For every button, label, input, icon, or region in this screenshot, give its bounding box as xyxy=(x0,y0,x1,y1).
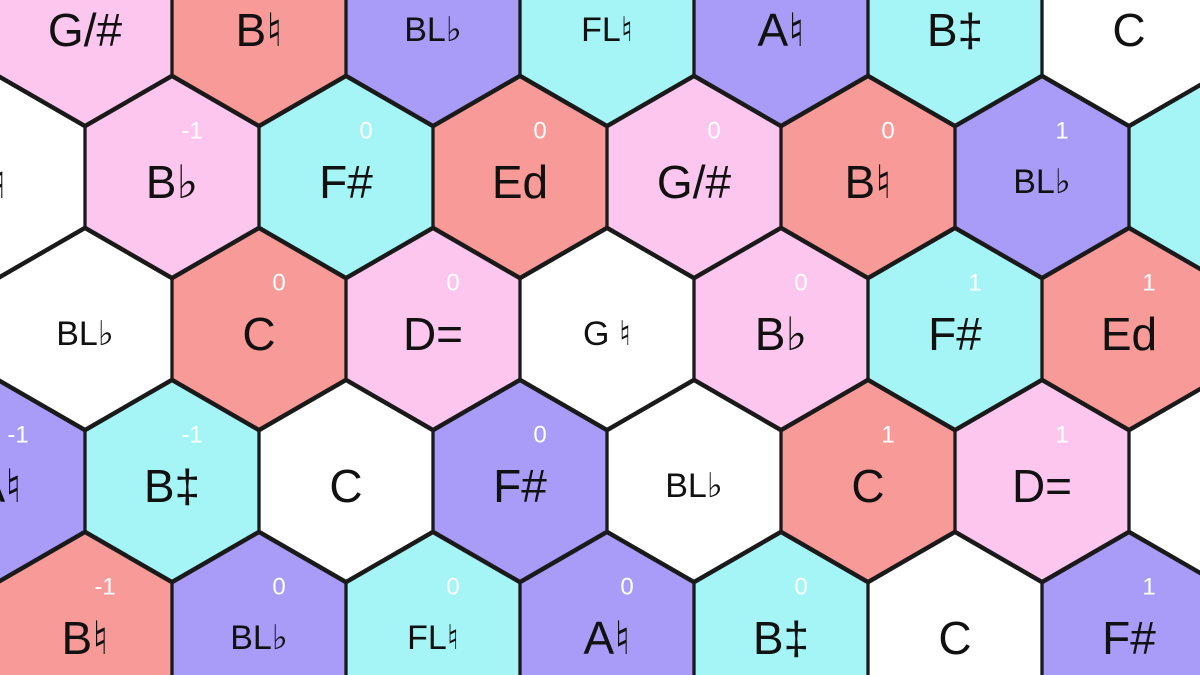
hex-key-shape[interactable] xyxy=(693,0,869,127)
hex-key-octave-label: 0 xyxy=(533,118,546,145)
hex-key-octave-label: -1 xyxy=(94,574,115,601)
hex-key-octave-label: 0 xyxy=(272,574,285,601)
hex-key[interactable]: FL♮ xyxy=(519,0,695,127)
hex-key-octave-label: 0 xyxy=(446,270,459,297)
hex-key-octave-label: 1 xyxy=(1055,422,1068,449)
hex-key-octave-label: -1 xyxy=(7,422,28,449)
hex-key-note-label: FL♮ xyxy=(581,11,633,49)
hex-key-note-label: BL♭ xyxy=(665,467,723,505)
hex-key-note-label: G xyxy=(1198,460,1200,512)
hex-key-note-label: Ed xyxy=(492,156,548,208)
hex-key[interactable]: BL♭ xyxy=(345,0,521,127)
hex-key-note-label: F# xyxy=(493,460,547,512)
hex-key[interactable]: F xyxy=(1128,77,1200,277)
hex-key-shape[interactable] xyxy=(1128,381,1200,581)
hex-key-note-label: C xyxy=(1112,4,1145,56)
hex-key[interactable]: C xyxy=(1041,0,1200,127)
hex-key-note-label: A♮ xyxy=(757,4,804,56)
hex-key-octave-label: -1 xyxy=(181,422,202,449)
hex-key-octave-label: 0 xyxy=(446,574,459,601)
hex-key-octave-label: 0 xyxy=(272,270,285,297)
hex-key-note-label: B♮ xyxy=(844,156,891,208)
hex-key-note-label: G/# xyxy=(657,156,732,208)
hex-key[interactable]: F# 0 xyxy=(432,379,608,583)
hex-key-note-label: D= xyxy=(1012,460,1072,512)
hex-key[interactable]: B‡ 0 xyxy=(693,531,869,675)
hex-key-octave-label: 0 xyxy=(620,574,633,601)
hex-key-note-label: BL♭ xyxy=(404,11,462,49)
hex-key-octave-label: 1 xyxy=(968,270,981,297)
hex-key-octave-label: -1 xyxy=(181,118,202,145)
hex-key-note-label: G ♮ xyxy=(583,315,631,353)
hex-key[interactable]: A♮ 0 xyxy=(519,531,695,675)
hex-key-octave-label: 1 xyxy=(1055,118,1068,145)
hex-key[interactable]: B♮ 0 xyxy=(780,75,956,279)
hex-key-octave-label: 1 xyxy=(1142,270,1155,297)
hex-key[interactable]: F# 1 xyxy=(1041,531,1200,675)
hex-key-shape[interactable] xyxy=(867,0,1043,127)
hex-key-note-label: ♮ xyxy=(0,156,6,208)
hex-key-note-label: BL♭ xyxy=(230,619,288,657)
hex-key-note-label: BL♭ xyxy=(1013,163,1071,201)
hex-key-octave-label: 0 xyxy=(881,118,894,145)
hex-key-shape[interactable] xyxy=(1041,0,1200,127)
hex-key-note-label: B‡ xyxy=(144,460,200,512)
hex-key-shape[interactable] xyxy=(345,0,521,127)
hex-key-note-label: G/# xyxy=(48,4,123,56)
hex-key[interactable]: BL♭ 1 xyxy=(954,75,1130,279)
hex-key[interactable]: B‡ xyxy=(867,0,1043,127)
hex-key-octave-label: 0 xyxy=(794,270,807,297)
hex-key-note-label: C xyxy=(851,460,884,512)
hex-key-shape[interactable] xyxy=(171,0,347,127)
hex-key-shape[interactable] xyxy=(1041,227,1200,431)
hex-key[interactable]: FL♮ 0 xyxy=(345,531,521,675)
hex-key-note-label: A♮ xyxy=(0,460,22,512)
hex-key-note-label: B‡ xyxy=(753,612,809,664)
hex-key-note-label: D= xyxy=(403,308,463,360)
hex-key-note-label: F# xyxy=(319,156,373,208)
hex-key[interactable]: B♮ -1 xyxy=(0,531,173,675)
hex-key[interactable]: F# 0 xyxy=(258,75,434,279)
hex-key[interactable]: G/# xyxy=(0,0,173,127)
hex-key-note-label: C xyxy=(938,612,971,664)
hex-key-note-label: F# xyxy=(1102,612,1156,664)
hex-key-note-label: BL♭ xyxy=(56,315,114,353)
hex-key-octave-label: 0 xyxy=(707,118,720,145)
hex-key-note-label: B‡ xyxy=(927,4,983,56)
hex-key-note-label: Ed xyxy=(1101,308,1157,360)
hex-key-shape[interactable] xyxy=(1041,531,1200,675)
hex-key[interactable]: B♮ xyxy=(171,0,347,127)
hex-key-note-label: B♮ xyxy=(235,4,282,56)
hex-key[interactable]: C xyxy=(258,379,434,583)
hex-key-note-label: F# xyxy=(928,308,982,360)
hex-key-shape[interactable] xyxy=(519,0,695,127)
hex-key[interactable]: D= 1 xyxy=(954,379,1130,583)
hex-key[interactable]: G ♮ xyxy=(519,227,695,431)
hex-key-note-label: C xyxy=(242,308,275,360)
hex-key-octave-label: 1 xyxy=(1142,574,1155,601)
hex-key-octave-label: 1 xyxy=(881,422,894,449)
hex-key[interactable]: G xyxy=(1128,381,1200,581)
hex-key-note-label: C xyxy=(329,460,362,512)
hex-key-octave-label: 0 xyxy=(533,422,546,449)
hex-key-shape[interactable] xyxy=(1128,77,1200,277)
hex-key[interactable]: BL♭ xyxy=(0,227,173,431)
hex-key[interactable]: A♮ xyxy=(693,0,869,127)
hex-key-note-label: A♮ xyxy=(583,612,630,664)
hex-key-note-label: FL♮ xyxy=(407,619,459,657)
hex-key-note-label: B♮ xyxy=(61,612,108,664)
hex-key-octave-label: 0 xyxy=(359,118,372,145)
hex-key-note-label: B♭ xyxy=(146,156,198,208)
hex-key[interactable]: Ed 1 xyxy=(1041,227,1200,431)
hex-key-octave-label: 0 xyxy=(794,574,807,601)
hex-key-shape[interactable] xyxy=(0,0,173,127)
hex-key[interactable]: F# 1 xyxy=(867,227,1043,431)
hex-key-note-label: B♭ xyxy=(755,308,807,360)
